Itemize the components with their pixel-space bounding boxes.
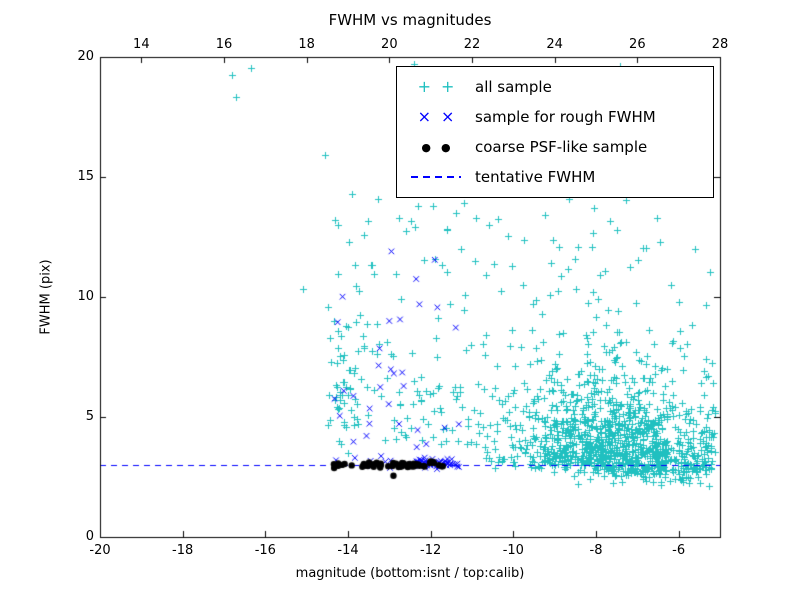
x-bottom-tick-label: -20 [89, 543, 111, 558]
x-bottom-tick-label: -14 [337, 543, 359, 558]
y-tick-label: 5 [85, 409, 94, 424]
legend-item: × × sample for rough FWHM [405, 102, 705, 132]
plus-marker-icon: + + [417, 77, 455, 96]
y-tick-label: 10 [77, 289, 94, 304]
x-top-tick-label: 22 [463, 37, 481, 52]
x-axis-label: magnitude (bottom:isnt / top:calib) [295, 566, 525, 581]
x-top-tick-label: 20 [381, 37, 398, 52]
legend-item: ● ● coarse PSF-like sample [405, 132, 705, 162]
x-bottom-tick-label: -6 [672, 543, 686, 558]
legend-item-label: tentative FWHM [475, 168, 596, 186]
dot-marker-icon: ● ● [421, 140, 451, 154]
x-top-tick-label: 24 [546, 37, 563, 52]
x-top-tick-label: 18 [298, 37, 315, 52]
y-tick-label: 20 [77, 49, 94, 64]
y-axis-label: FWHM (pix) [38, 259, 54, 335]
x-top-tick-label: 28 [711, 37, 729, 52]
legend: + + all sample × × sample for rough FWHM ● ● coa… [396, 66, 714, 198]
legend-item-label: sample for rough FWHM [475, 108, 656, 126]
x-top-tick-label: 14 [133, 37, 150, 52]
x-bottom-tick-label: -12 [420, 543, 442, 558]
x-top-tick-label: 26 [629, 37, 646, 52]
x-bottom-tick-label: -16 [254, 543, 276, 558]
x-bottom-tick-label: -8 [589, 543, 603, 558]
x-top-tick-label: 16 [215, 37, 233, 52]
chart-title: FWHM vs magnitudes [328, 11, 492, 29]
legend-item-label: coarse PSF-like sample [475, 138, 648, 156]
y-tick-label: 15 [77, 169, 94, 184]
dashed-line-icon [405, 176, 467, 178]
x-bottom-tick-label: -18 [172, 543, 194, 558]
x-marker-icon: × × [417, 107, 455, 126]
legend-item-label: all sample [475, 78, 552, 96]
x-bottom-tick-label: -10 [502, 543, 524, 558]
legend-item: tentative FWHM [405, 162, 705, 192]
y-tick-label: 0 [85, 529, 94, 544]
legend-item: + + all sample [405, 72, 705, 102]
